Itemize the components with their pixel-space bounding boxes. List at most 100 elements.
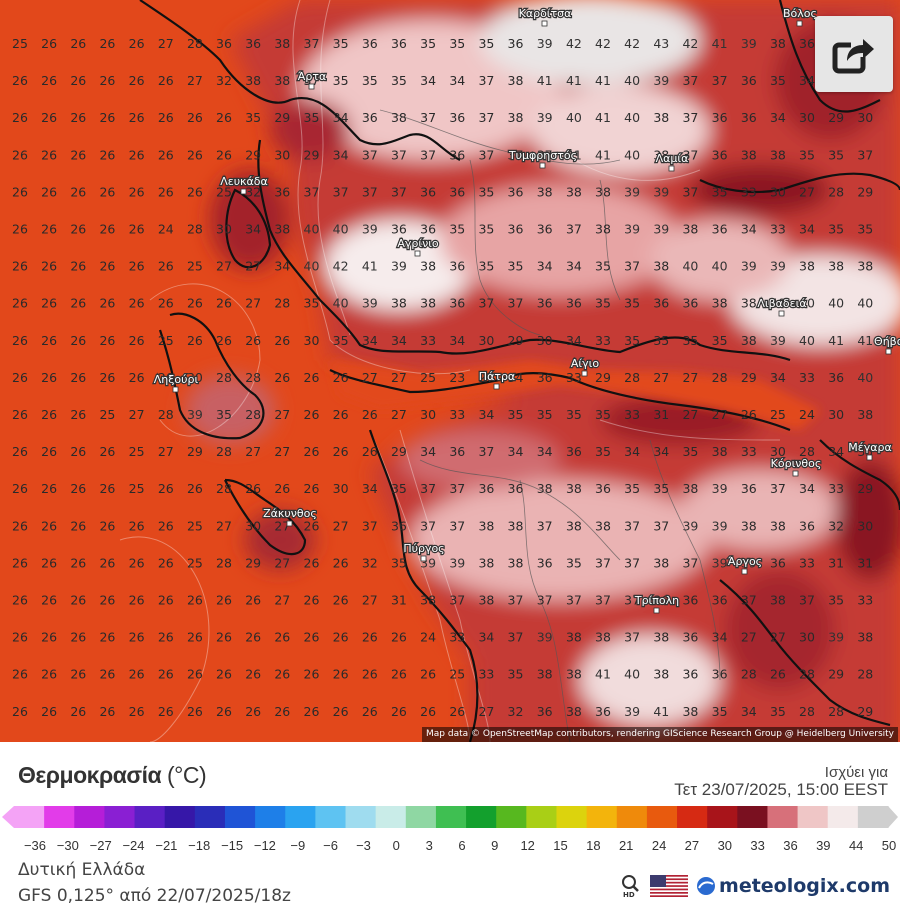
grid-temperature-label: 35 (653, 481, 669, 496)
grid-temperature-label: 26 (129, 370, 145, 385)
grid-temperature-label: 27 (362, 370, 378, 385)
grid-temperature-label: 26 (12, 667, 28, 682)
grid-temperature-label: 36 (537, 296, 553, 311)
scale-tick-label: −15 (221, 838, 243, 852)
grid-temperature-label: 35 (478, 222, 494, 237)
grid-temperature-label: 28 (799, 444, 815, 459)
grid-temperature-label: 26 (41, 593, 57, 608)
grid-temperature-label: 39 (712, 555, 728, 570)
grid-temperature-label: 26 (99, 667, 115, 682)
legend-unit: (°C) (167, 762, 207, 788)
us-flag-icon[interactable] (650, 875, 689, 897)
grid-temperature-label: 30 (274, 147, 290, 162)
grid-temperature-label: 35 (712, 333, 728, 348)
grid-temperature-label: 30 (537, 333, 553, 348)
grid-temperature-label: 25 (420, 370, 436, 385)
grid-temperature-label: 38 (566, 518, 582, 533)
grid-temperature-label: 34 (245, 222, 261, 237)
grid-temperature-label: 26 (41, 147, 57, 162)
grid-temperature-label: 41 (595, 110, 611, 125)
grid-temperature-label: 37 (566, 222, 582, 237)
hd-search-icon[interactable]: HD (620, 874, 642, 898)
grid-temperature-label: 26 (362, 630, 378, 645)
grid-temperature-label: 38 (770, 147, 786, 162)
grid-temperature-label: 23 (449, 370, 465, 385)
grid-temperature-label: 41 (566, 147, 582, 162)
grid-temperature-label: 26 (187, 184, 203, 199)
grid-temperature-label: 25 (12, 36, 28, 51)
grid-temperature-label: 30 (857, 110, 873, 125)
grid-temperature-label: 26 (216, 704, 232, 719)
city-label: Πάτρα (478, 369, 516, 390)
grid-temperature-label: 26 (70, 36, 86, 51)
grid-temperature-label: 37 (857, 147, 873, 162)
share-button[interactable] (815, 16, 893, 92)
grid-temperature-label: 35 (537, 407, 553, 422)
grid-temperature-label: 26 (70, 259, 86, 274)
grid-temperature-label: 26 (70, 110, 86, 125)
grid-temperature-label: 42 (566, 36, 582, 51)
grid-temperature-label: 26 (216, 667, 232, 682)
grid-temperature-label: 27 (682, 407, 698, 422)
scale-swatch (74, 806, 106, 828)
temperature-map[interactable]: 25 26 26 26 26 27 28 36 36 38 37 35 36 36 35 35 35 36 39 42… (0, 0, 900, 742)
grid-temperature-label: 37 (449, 481, 465, 496)
grid-temperature-label: 41 (362, 259, 378, 274)
grid-temperature-label: 26 (333, 704, 349, 719)
grid-temperature-label: 36 (682, 593, 698, 608)
grid-temperature-label: 24 (158, 222, 174, 237)
grid-temperature-label: 26 (129, 704, 145, 719)
grid-temperature-label: 26 (12, 259, 28, 274)
grid-temperature-label: 37 (624, 555, 640, 570)
grid-temperature-label: 26 (274, 667, 290, 682)
grid-temperature-label: 31 (391, 593, 407, 608)
grid-temperature-label: 35 (566, 555, 582, 570)
grid-temperature-label: 36 (770, 555, 786, 570)
city-name: Λιβαδειά (757, 297, 806, 310)
grid-temperature-label: 27 (478, 370, 494, 385)
grid-temperature-label: 38 (770, 518, 786, 533)
grid-temperature-label: 26 (12, 147, 28, 162)
grid-temperature-label: 37 (508, 630, 524, 645)
grid-temperature-label: 37 (449, 518, 465, 533)
grid-temperature-label: 29 (857, 704, 873, 719)
grid-temperature-label: 41 (595, 147, 611, 162)
grid-temperature-label: 36 (682, 630, 698, 645)
grid-temperature-label: 26 (304, 518, 320, 533)
grid-temperature-label: 26 (333, 444, 349, 459)
city-label: Λιβαδειά (756, 296, 808, 317)
grid-temperature-label: 39 (537, 110, 553, 125)
grid-temperature-label: 34 (799, 222, 815, 237)
grid-temperature-label: 32 (216, 73, 232, 88)
grid-temperature-label: 35 (333, 36, 349, 51)
grid-temperature-label: 26 (362, 407, 378, 422)
grid-temperature-label: 35 (508, 407, 524, 422)
grid-temperature-label: 35 (682, 333, 698, 348)
grid-temperature-label: 27 (216, 518, 232, 533)
grid-temperature-label: 26 (129, 296, 145, 311)
grid-temperature-label: 26 (129, 73, 145, 88)
grid-temperature-label: 34 (420, 73, 436, 88)
grid-temperature-label: 34 (741, 222, 757, 237)
grid-temperature-label: 34 (799, 73, 815, 88)
scale-swatch (827, 806, 859, 828)
city-name: Άργος (728, 555, 762, 568)
grid-temperature-label: 29 (187, 444, 203, 459)
grid-temperature-label: 36 (508, 184, 524, 199)
grid-temperature-label: 26 (129, 110, 145, 125)
grid-temperature-label: 26 (129, 184, 145, 199)
grid-temperature-label: 30 (333, 481, 349, 496)
grid-temperature-label: 33 (624, 407, 640, 422)
grid-temperature-label: 40 (624, 73, 640, 88)
grid-temperature-label: 26 (70, 370, 86, 385)
grid-temperature-label: 26 (99, 444, 115, 459)
grid-temperature-label: 38 (566, 481, 582, 496)
grid-temperature-label: 27 (333, 518, 349, 533)
city-marker (885, 348, 892, 355)
scale-tick-label: 27 (685, 838, 699, 852)
city-marker (493, 383, 500, 390)
grid-temperature-label: 34 (828, 444, 844, 459)
grid-temperature-label: 43 (653, 36, 669, 51)
meteologix-logo[interactable]: meteologix.com (696, 875, 890, 897)
grid-temperature-label: 33 (449, 630, 465, 645)
